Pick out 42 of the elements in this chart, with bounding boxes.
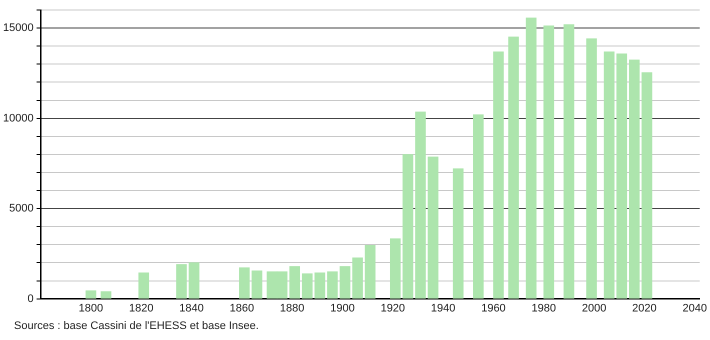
y-tick-label: 5000 (9, 202, 34, 215)
bar (586, 38, 597, 299)
bar (314, 272, 326, 299)
x-tick-label: 1800 (78, 302, 104, 314)
x-tick-label: 1900 (330, 302, 355, 314)
x-tick-label: 1980 (532, 302, 556, 314)
bar (252, 270, 262, 299)
bar (302, 273, 313, 299)
x-tick-label: 2040 (682, 302, 707, 314)
bar (239, 267, 250, 299)
bar (616, 54, 628, 299)
bar (86, 290, 96, 299)
y-tick-label: 10000 (2, 112, 34, 124)
bar (473, 114, 484, 299)
bar (628, 60, 640, 299)
bar (543, 26, 554, 299)
x-tick-label: 2020 (632, 302, 657, 314)
bar (564, 24, 574, 299)
x-tick-label: 1840 (179, 302, 204, 314)
bar (493, 52, 504, 299)
y-tick-label: 15000 (2, 22, 34, 34)
bar (642, 72, 652, 299)
bar (452, 168, 464, 299)
bar (352, 257, 363, 299)
bar (390, 238, 401, 299)
bar (526, 18, 537, 299)
bar (138, 272, 150, 299)
bar (508, 36, 519, 299)
x-tick-label: 1960 (481, 302, 506, 314)
bar (289, 266, 300, 299)
bar (604, 52, 614, 299)
bar (402, 154, 414, 299)
x-tick-label: 1820 (128, 302, 154, 314)
x-tick-label: 1880 (280, 302, 304, 314)
y-tick-label: 0 (27, 292, 34, 305)
x-tick-label: 2000 (582, 302, 606, 314)
x-tick-label: 1920 (380, 302, 406, 314)
x-tick-label: 1860 (230, 302, 254, 314)
x-tick-label: 1940 (430, 302, 456, 314)
bar (364, 245, 376, 299)
bar (100, 291, 112, 299)
source-note: Sources : base Cassini de l'EHESS et base Insee. (14, 320, 259, 332)
